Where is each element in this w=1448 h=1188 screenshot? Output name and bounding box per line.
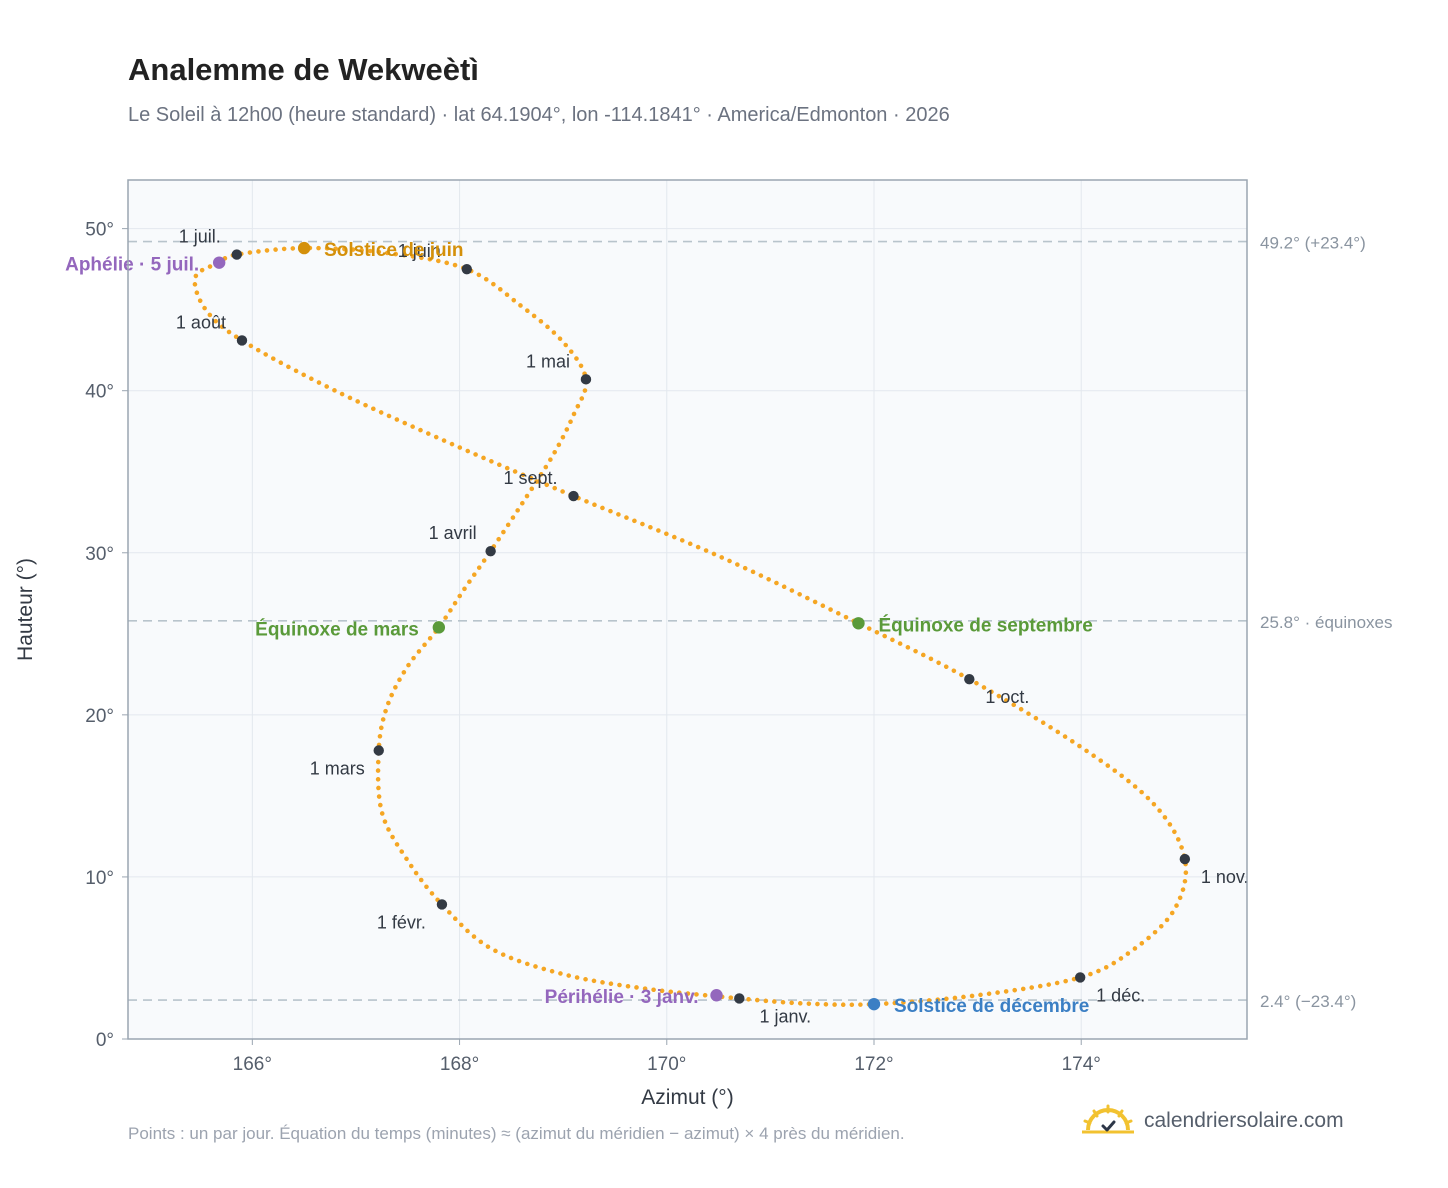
event-label: Périhélie · 3 janv. bbox=[545, 987, 699, 1008]
event-label: Solstice de juin bbox=[324, 240, 463, 261]
reference-lines: 49.2° (+23.4°) 25.8° · équinoxes 2.4° (−23… bbox=[128, 234, 1393, 1011]
event-point bbox=[432, 621, 446, 634]
y-tick-label: 0° bbox=[96, 1030, 114, 1051]
month-label: 1 nov. bbox=[1201, 867, 1249, 887]
month-point bbox=[236, 335, 248, 346]
brand-name: calendriersolaire.com bbox=[1144, 1109, 1344, 1132]
x-axis-title: Azimut (°) bbox=[641, 1086, 733, 1109]
event-point bbox=[710, 989, 723, 1002]
month-point bbox=[1179, 853, 1191, 865]
month-label: 1 oct. bbox=[985, 687, 1029, 707]
month-label: 1 févr. bbox=[377, 912, 426, 932]
month-point bbox=[485, 545, 496, 557]
page-title: Analemme de Wekweètì bbox=[128, 52, 479, 87]
event-label: Aphélie · 5 juil. bbox=[65, 255, 199, 276]
y-tick-label: 20° bbox=[85, 706, 114, 727]
plot-background bbox=[128, 180, 1247, 1039]
event-point bbox=[297, 241, 311, 255]
x-tick-label: 168° bbox=[440, 1054, 479, 1075]
reference-line-label: 49.2° (+23.4°) bbox=[1260, 234, 1366, 253]
brand[interactable]: calendriersolaire.com bbox=[1082, 1104, 1344, 1138]
month-label: 1 janv. bbox=[759, 1006, 811, 1026]
y-tick-label: 30° bbox=[85, 544, 114, 565]
page-subtitle: Le Soleil à 12h00 (heure standard) · lat… bbox=[128, 104, 950, 126]
x-tick-label: 172° bbox=[854, 1054, 893, 1075]
month-label: 1 août bbox=[176, 312, 226, 332]
month-point bbox=[231, 249, 242, 260]
month-markers: 1 janv. 1 févr. 1 mars 1 avril 1 mai 1 juin 1 … bbox=[176, 227, 1249, 1027]
month-point bbox=[436, 899, 448, 910]
y-tick-label: 10° bbox=[85, 868, 114, 889]
axes: 166° 168° 170° 172° 174° 0° 10° 20° 30° 40° 50° bbox=[85, 220, 1101, 1075]
y-tick-label: 50° bbox=[85, 220, 114, 241]
y-axis-title: Hauteur (°) bbox=[14, 558, 37, 661]
x-tick-label: 170° bbox=[647, 1054, 686, 1075]
footnote: Points : un par jour. Équation du temps … bbox=[128, 1124, 905, 1143]
sun-logo-icon bbox=[1082, 1104, 1134, 1134]
reference-line-label: 25.8° · équinoxes bbox=[1260, 613, 1393, 632]
month-point bbox=[373, 745, 384, 756]
event-point bbox=[867, 997, 881, 1011]
month-point bbox=[1074, 972, 1086, 983]
x-tick-label: 174° bbox=[1062, 1054, 1101, 1075]
x-tick-label: 166° bbox=[233, 1054, 272, 1075]
event-markers: Solstice de juin Aphélie · 5 juil. Équinox… bbox=[65, 240, 1093, 1017]
month-point bbox=[734, 993, 745, 1004]
month-label: 1 sept. bbox=[503, 468, 557, 488]
plot-frame bbox=[127, 179, 1248, 1040]
event-label: Solstice de décembre bbox=[894, 996, 1089, 1017]
reference-line-label: 2.4° (−23.4°) bbox=[1260, 992, 1356, 1011]
event-label: Équinoxe de mars bbox=[255, 618, 419, 640]
event-point bbox=[852, 617, 865, 630]
month-point bbox=[964, 673, 975, 685]
month-point bbox=[461, 263, 473, 275]
y-tick-label: 40° bbox=[85, 382, 114, 403]
event-label: Équinoxe de septembre bbox=[878, 614, 1092, 636]
month-label: 1 mai bbox=[526, 351, 570, 371]
month-label: 1 mars bbox=[310, 759, 365, 779]
month-label: 1 avril bbox=[429, 523, 477, 543]
month-label: 1 juil. bbox=[179, 227, 221, 247]
month-point bbox=[580, 374, 592, 385]
month-label: 1 juin bbox=[398, 241, 441, 261]
month-point bbox=[568, 490, 579, 502]
month-label: 1 déc. bbox=[1096, 985, 1145, 1005]
event-point bbox=[212, 256, 226, 269]
